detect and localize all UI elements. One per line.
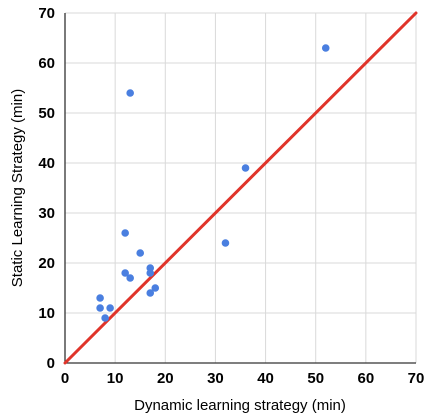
x-tick-label: 70 (408, 370, 425, 387)
data-point (136, 249, 145, 257)
y-tick-label: 60 (38, 55, 55, 72)
x-tick-label: 20 (157, 370, 174, 387)
data-points (96, 44, 330, 322)
y-tick-label: 0 (47, 355, 55, 372)
x-tick-labels: 0 10 20 30 40 50 60 70 (61, 370, 425, 387)
x-tick-label: 30 (207, 370, 224, 387)
data-point (151, 284, 160, 292)
reference-line-layer (63, 11, 418, 365)
reference-line (63, 11, 418, 365)
data-point (221, 239, 230, 247)
data-point (96, 294, 104, 302)
data-point (321, 44, 330, 52)
axes (64, 13, 416, 364)
data-point (126, 89, 134, 97)
data-point (146, 289, 155, 297)
data-point (126, 274, 134, 282)
x-tick-label: 0 (61, 370, 69, 387)
y-tick-label: 50 (38, 105, 55, 122)
y-tick-label: 20 (38, 255, 55, 272)
x-tick-label: 40 (257, 370, 274, 387)
x-tick-label: 60 (358, 370, 375, 387)
grid-lines (65, 12, 417, 363)
data-point (121, 269, 129, 277)
data-point (241, 164, 250, 172)
y-tick-label: 30 (38, 205, 55, 222)
data-point (121, 229, 129, 237)
data-point (101, 314, 109, 322)
y-tick-labels: 0 10 20 30 40 50 60 70 (38, 5, 55, 372)
y-tick-label: 40 (38, 155, 55, 172)
y-axis-title: Static Learning Strategy (min) (9, 89, 26, 287)
data-point (106, 304, 114, 312)
x-tick-label: 10 (107, 370, 124, 387)
data-point (146, 269, 155, 277)
y-tick-label: 70 (38, 5, 55, 22)
x-tick-label: 50 (307, 370, 324, 387)
data-point (96, 304, 104, 312)
y-tick-label: 10 (38, 305, 55, 322)
x-axis-title: Dynamic learning strategy (min) (134, 397, 346, 414)
